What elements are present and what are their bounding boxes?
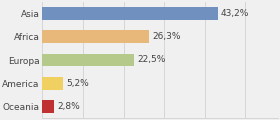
Text: 26,3%: 26,3% [152, 32, 181, 41]
Bar [42, 54, 134, 66]
Text: 43,2%: 43,2% [221, 9, 249, 18]
Bar [42, 30, 149, 43]
Bar [42, 7, 218, 20]
Text: 2,8%: 2,8% [57, 102, 80, 111]
Text: 22,5%: 22,5% [137, 55, 165, 64]
Bar [42, 77, 63, 90]
Bar [42, 100, 53, 113]
Text: 5,2%: 5,2% [67, 79, 89, 88]
